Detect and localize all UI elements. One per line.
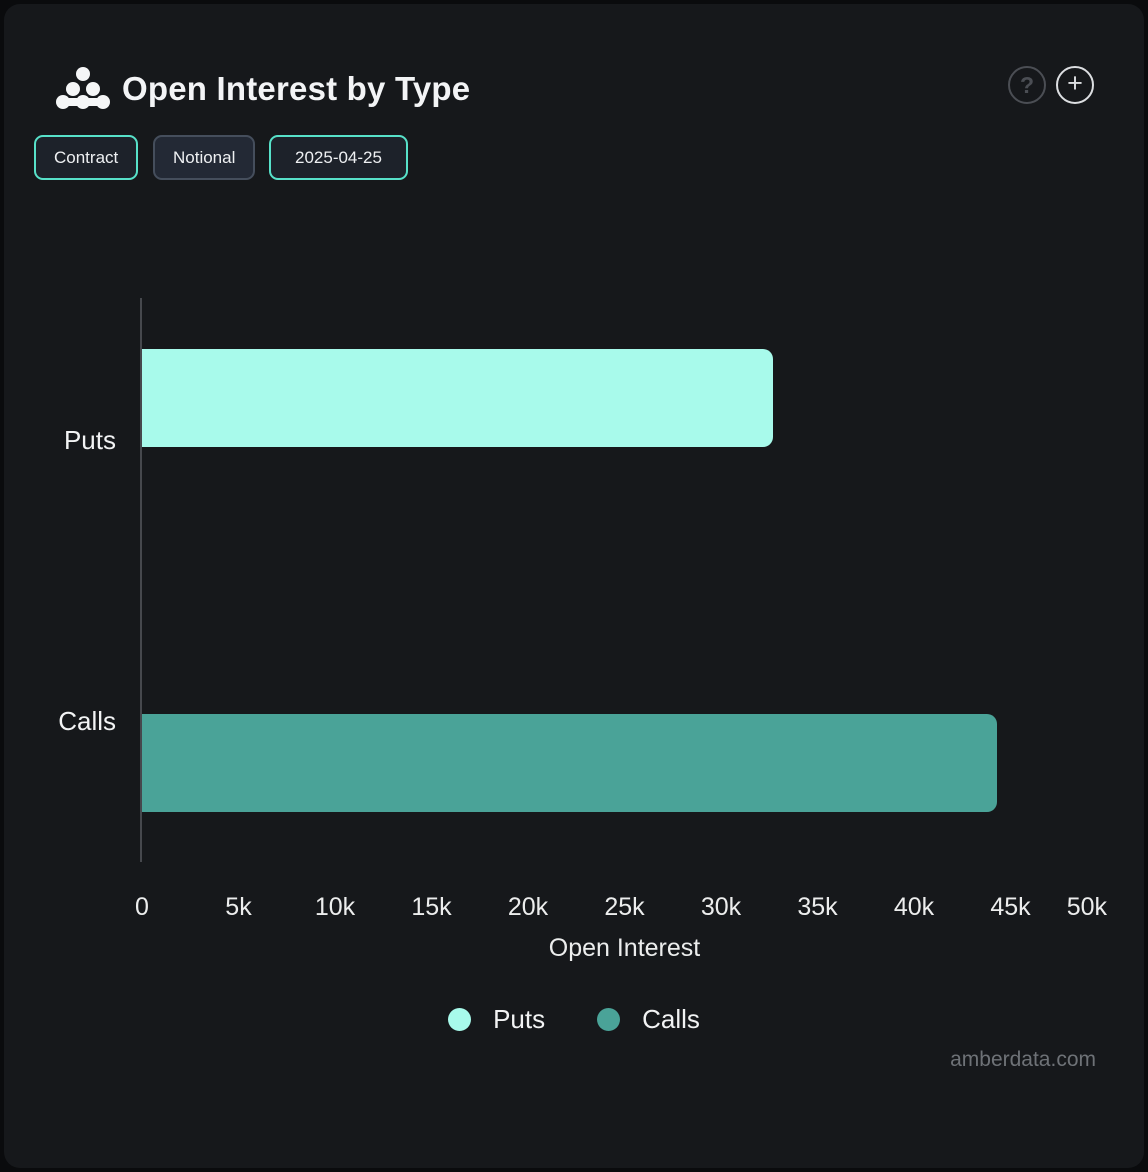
y-axis-label-calls: Calls [58,706,116,736]
x-tick: 0 [135,893,149,921]
y-axis-line [140,298,142,862]
x-axis-ticks: 0 5k 10k 15k 20k 25k 30k 35k 40k 45k 50k [135,893,1107,927]
widget-panel: Open Interest by Type ? + Contract Notio… [4,4,1144,1168]
x-tick: 15k [411,893,452,921]
x-tick: 35k [797,893,838,921]
x-tick: 50k [1066,893,1107,921]
bar-puts[interactable] [142,349,774,447]
x-tick: 10k [314,893,356,921]
bar-calls[interactable] [142,714,997,812]
watermark: amberdata.com [950,1048,1096,1071]
x-tick: 25k [604,893,645,921]
x-tick: 30k [700,893,742,921]
toggle-notional[interactable]: Notional [153,135,256,180]
toggle-contract[interactable]: Contract [34,135,139,180]
x-tick: 20k [507,893,549,921]
plus-icon: + [1067,68,1083,98]
help-button[interactable]: ? [1008,66,1046,104]
x-tick: 5k [225,893,252,921]
legend-item-puts[interactable]: Puts [448,1004,545,1035]
legend-label: Calls [642,1004,700,1034]
x-axis-title: Open Interest [548,934,701,962]
amberdata-logo-icon [56,67,110,109]
x-tick: 40k [893,893,935,921]
legend-dot-puts [448,1008,472,1031]
add-button[interactable]: + [1056,66,1094,104]
x-tick: 45k [990,893,1031,921]
legend: Puts Calls [4,1004,1144,1035]
legend-label: Puts [493,1004,546,1034]
legend-item-calls[interactable]: Calls [597,1004,700,1035]
plot-area [142,300,1107,862]
date-selector[interactable]: 2025-04-25 [269,135,408,180]
question-mark-icon: ? [1019,71,1035,98]
page-title: Open Interest by Type [122,70,471,107]
y-axis-label-puts: Puts [63,425,116,455]
legend-dot-calls [597,1008,621,1031]
